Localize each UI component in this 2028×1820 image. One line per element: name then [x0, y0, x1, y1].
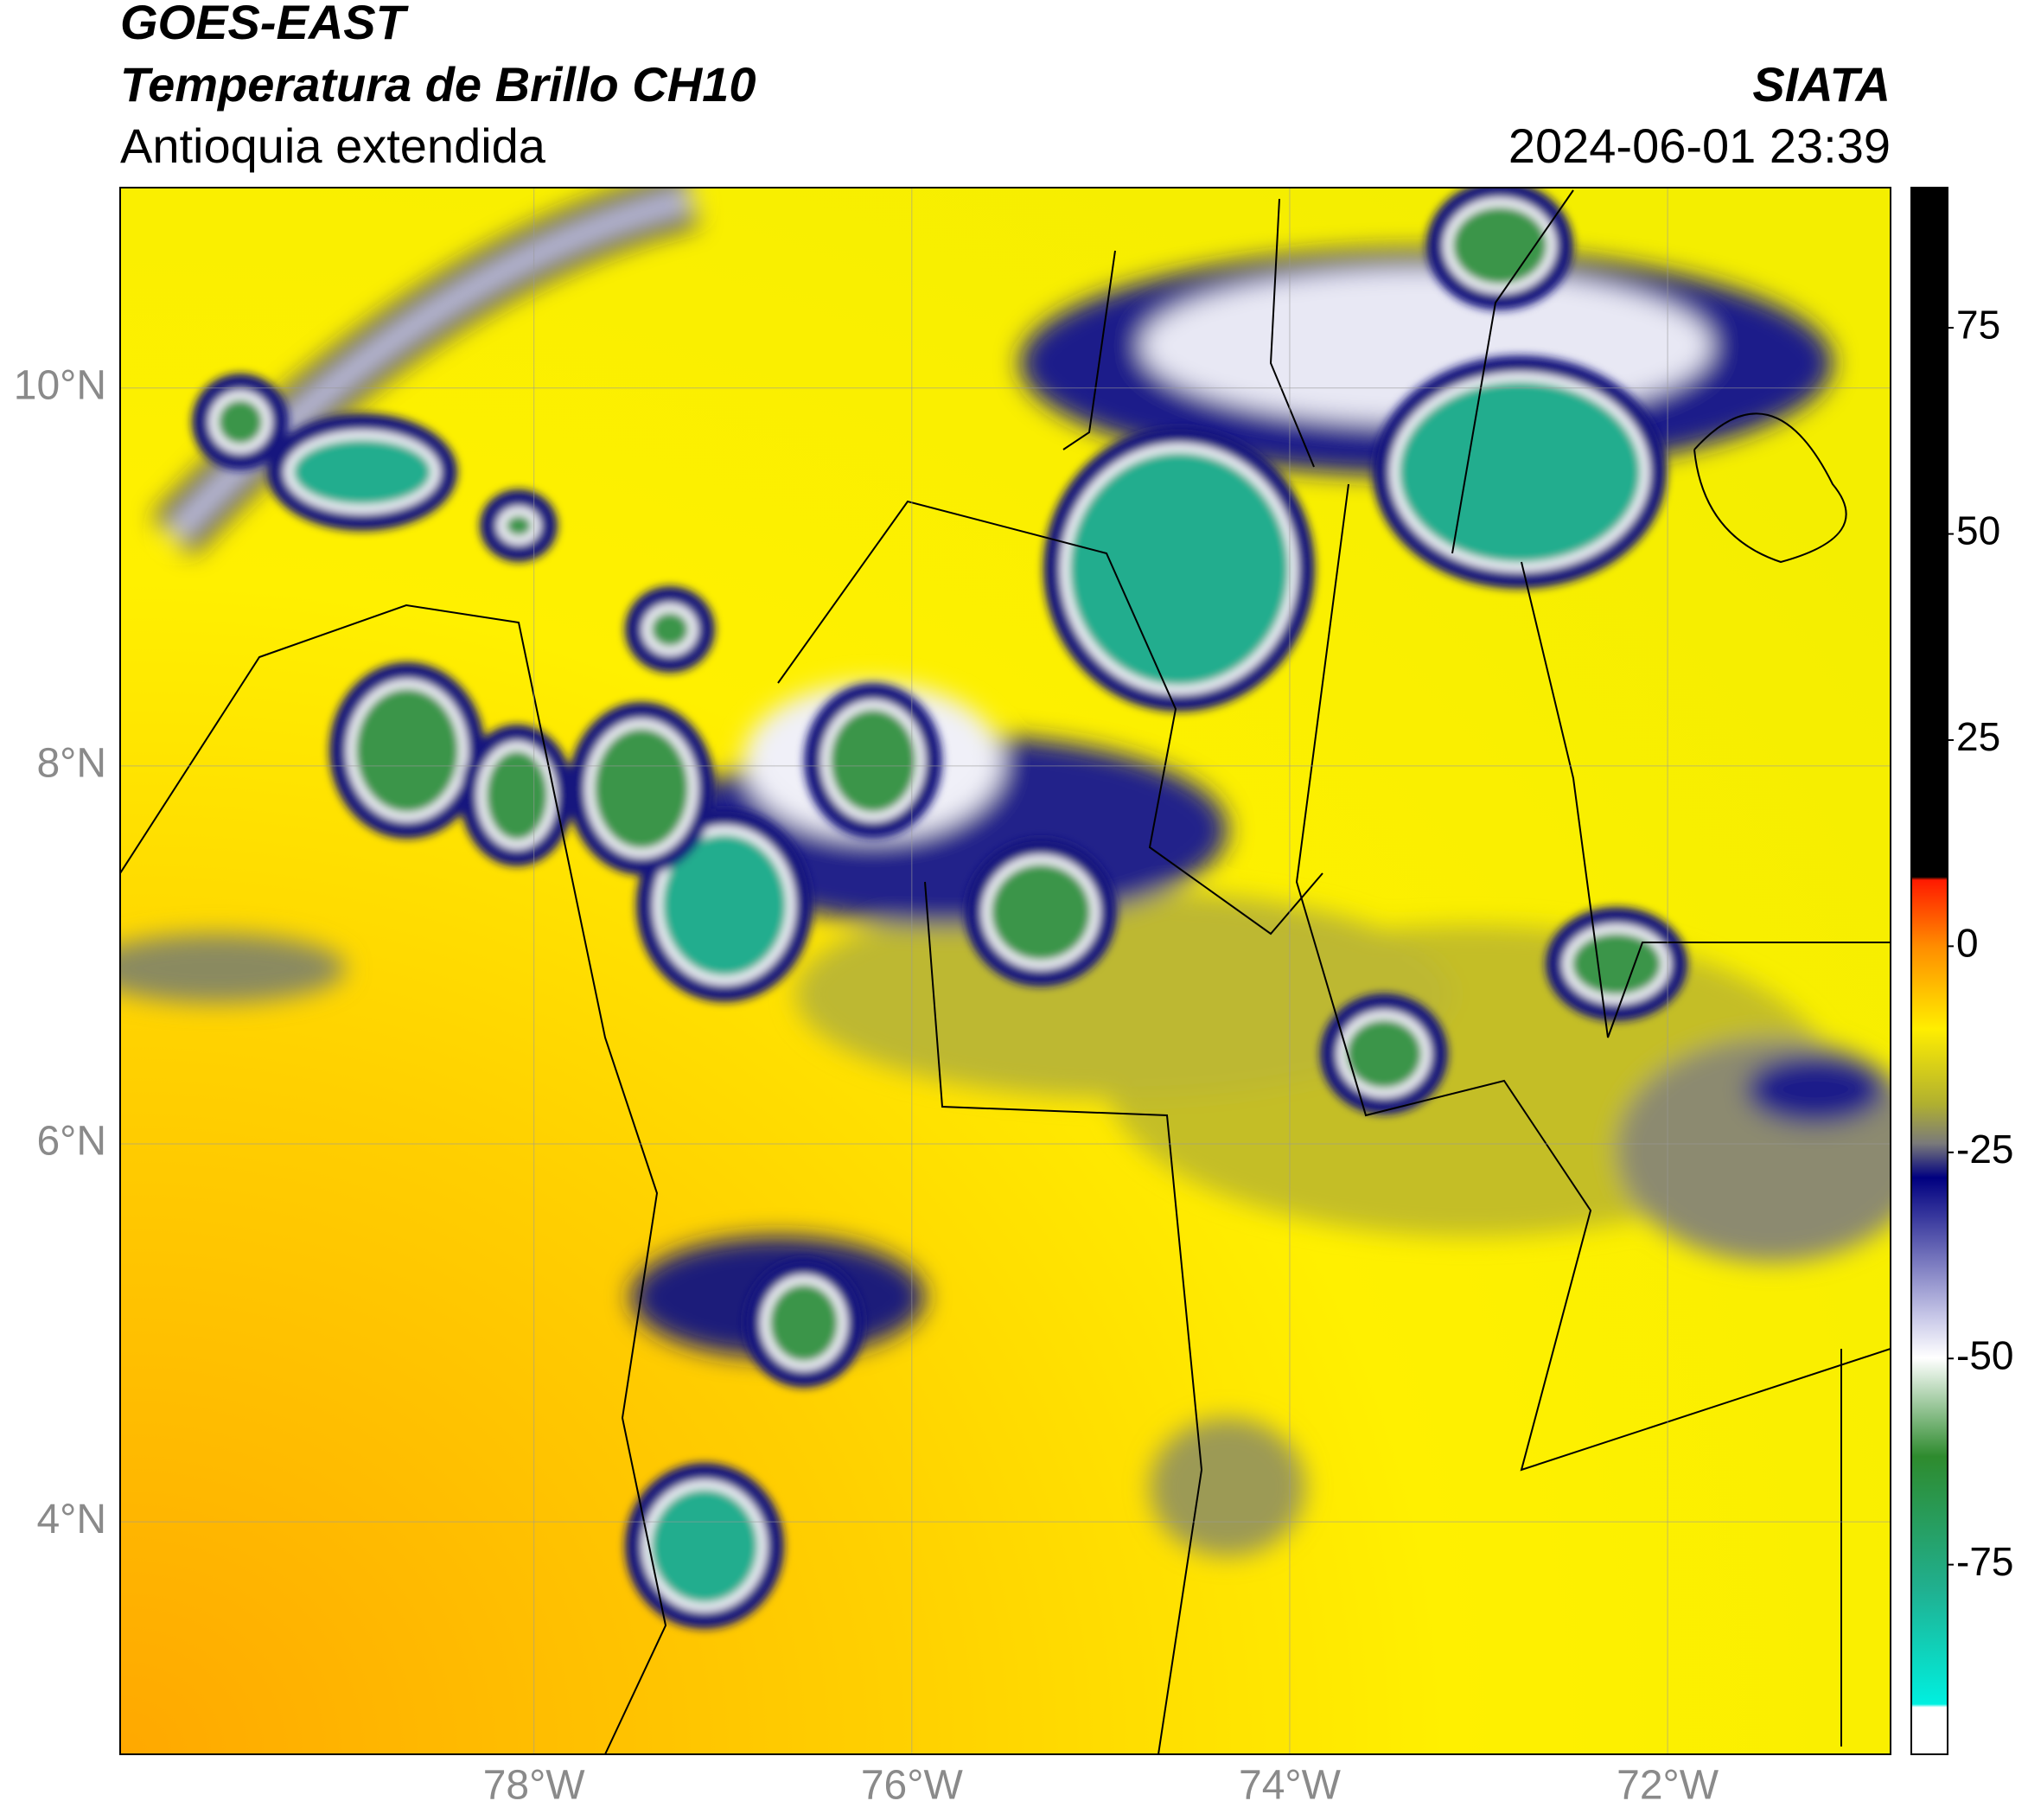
lon-tick-label: 74°W [1239, 1763, 1342, 1809]
axes: 78°W 76°W 74°W 72°W 4°N 6°N 8°N 10°N [14, 362, 1719, 1808]
colorbar-tick-label: -50 [1956, 1332, 2013, 1377]
cloud-core [662, 834, 787, 976]
cloud-core [293, 439, 431, 505]
title-line1: GOES-EAST [120, 0, 410, 49]
cloud-core [651, 612, 689, 647]
colorbar-tick-label: -25 [1956, 1127, 2013, 1172]
timestamp: 2024-06-01 23:39 [1508, 118, 1891, 173]
colorbar-ticks: 75 50 25 0 -25 -50 -75 [1948, 302, 2013, 1584]
cloud-core [991, 864, 1091, 961]
cloud-core [1399, 381, 1641, 563]
cloud-core [1346, 1019, 1422, 1089]
satellite-image [120, 188, 1891, 1754]
lat-tick-label: 6°N [36, 1119, 106, 1165]
colorbar-tick-label: 25 [1956, 714, 2000, 759]
cold-cloud-tops [192, 188, 1687, 1629]
grid [120, 188, 1891, 1754]
cloud-core [769, 1284, 839, 1362]
lon-tick-label: 72°W [1617, 1763, 1719, 1809]
cloud-core [1572, 933, 1661, 995]
colorbar [1910, 187, 1948, 1755]
colorbar-tick-label: 0 [1956, 921, 1979, 966]
lat-tick-label: 10°N [14, 362, 106, 408]
cloud-core [1069, 452, 1289, 686]
lon-tick-label: 76°W [861, 1763, 964, 1809]
lat-tick-label: 8°N [36, 741, 106, 787]
colorbar-tick-label: -75 [1956, 1539, 2013, 1584]
map-frame [119, 187, 1891, 1755]
cloud-core [594, 728, 689, 849]
colorbar-tick-label: 50 [1956, 508, 2000, 553]
cloud-core [830, 709, 916, 813]
cloud-core [506, 515, 532, 536]
source: SIATA [1752, 57, 1891, 112]
borders [120, 189, 1891, 1754]
title-line2: Temperatura de Brillo CH10 [120, 57, 756, 112]
subtitle: Antioquia extendida [120, 118, 546, 173]
colorbar-tick-label: 75 [1956, 302, 2000, 347]
cloud-core [651, 1489, 758, 1603]
lon-tick-label: 78°W [483, 1763, 586, 1809]
lat-tick-label: 4°N [36, 1497, 106, 1542]
cloud-core [1452, 207, 1547, 284]
cloud-core [486, 750, 548, 840]
cloud-core [218, 399, 263, 444]
cloud-core [355, 688, 459, 813]
